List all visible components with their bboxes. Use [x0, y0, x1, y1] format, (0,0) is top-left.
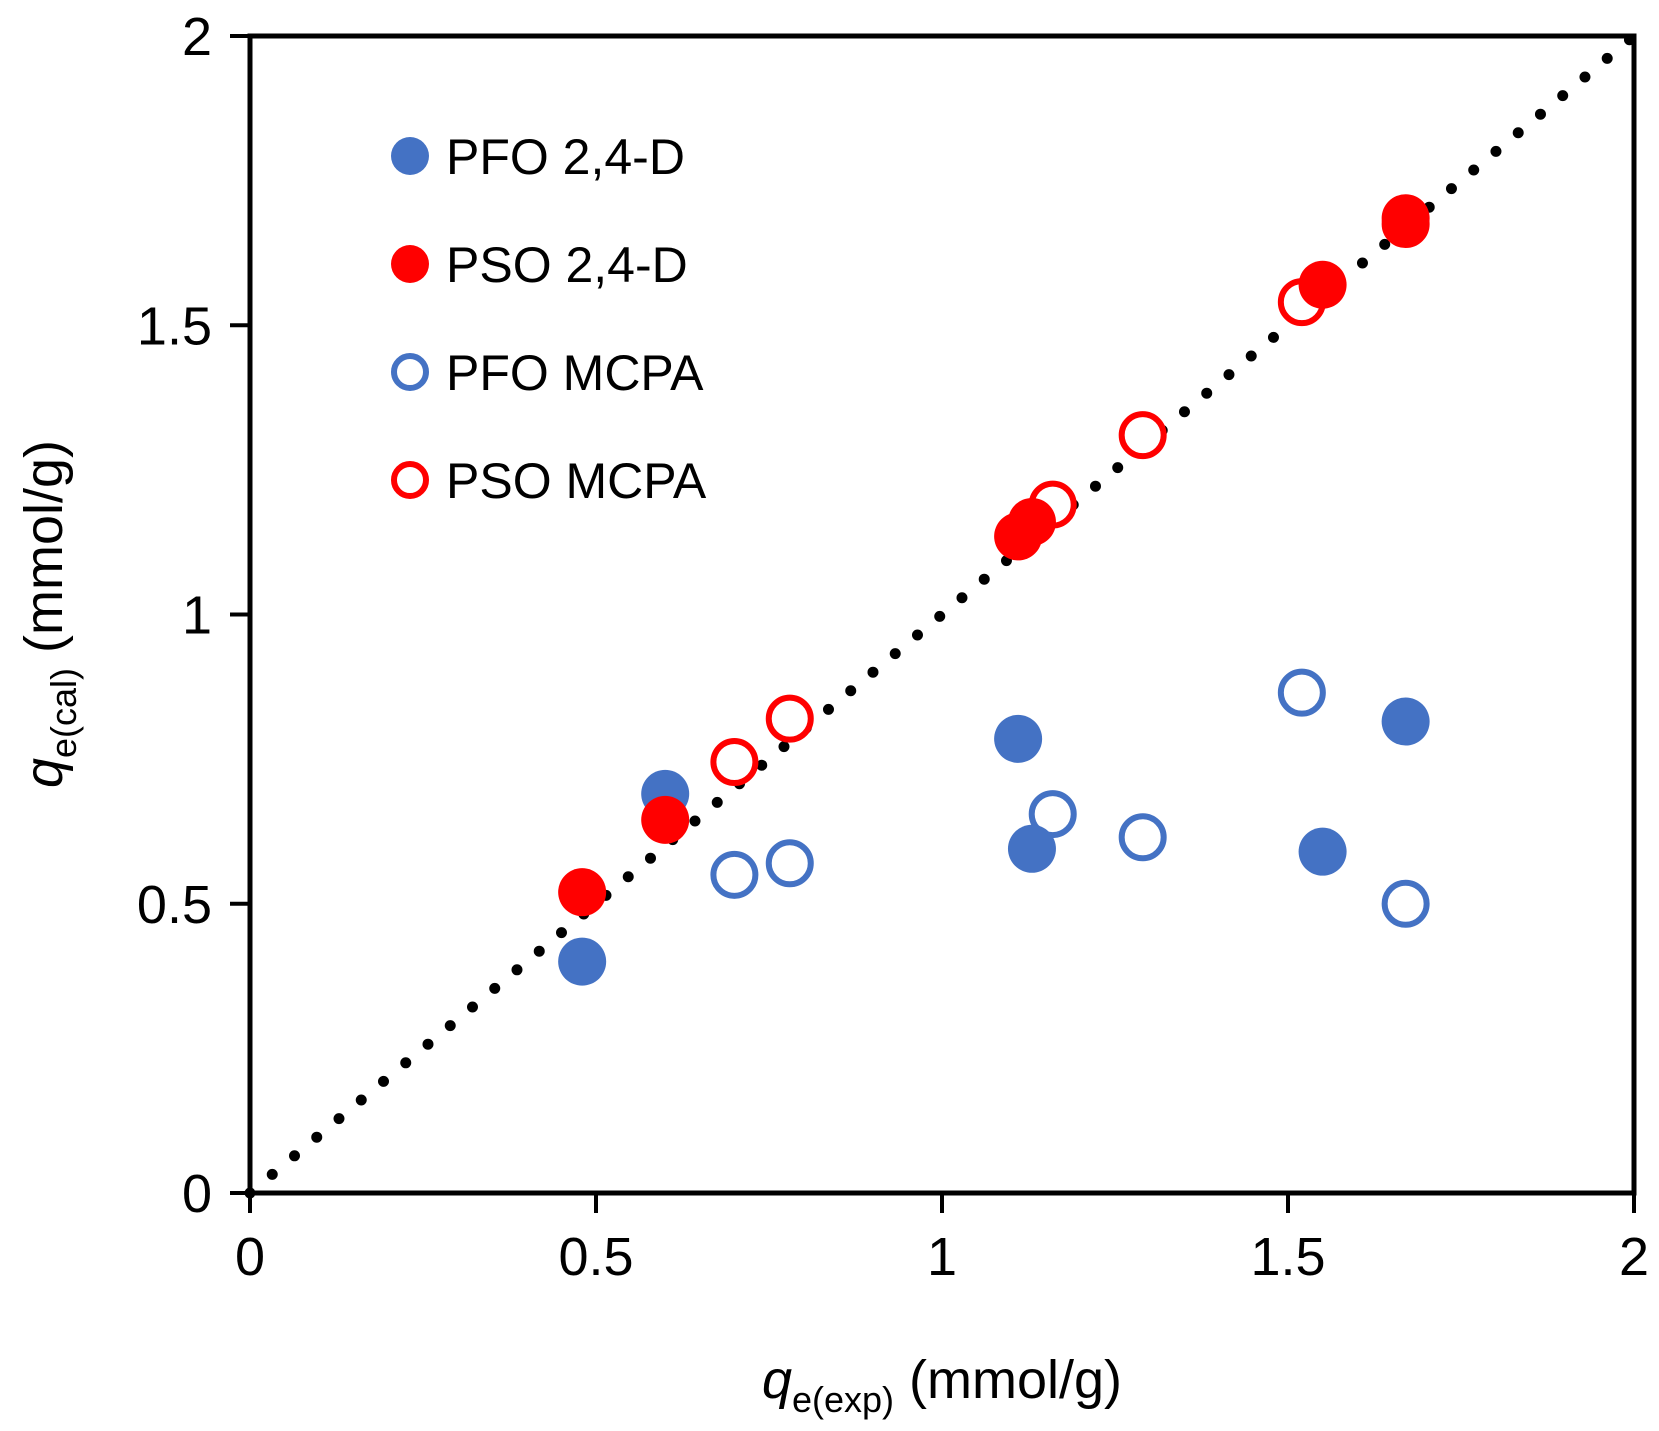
- point-pso-mcpa: [710, 738, 759, 787]
- x-axis-title-main: q: [762, 1350, 792, 1410]
- point-pfo-2-4-d: [558, 937, 607, 986]
- x-tick-label: 0.5: [558, 1227, 633, 1287]
- legend-label-pso-2-4-d: PSO 2,4-D: [446, 237, 688, 293]
- point-pso-2-4-d: [1298, 260, 1347, 309]
- x-tick-label: 1: [927, 1227, 957, 1287]
- x-tick-label: 0: [235, 1227, 265, 1287]
- y-tick-label: 1: [182, 586, 212, 646]
- y-tick-label: 2: [182, 7, 212, 67]
- y-tick-label: 1.5: [137, 296, 212, 356]
- y-tick-label: 0.5: [137, 875, 212, 935]
- x-axis-title: qe(exp) (mmol/g): [762, 1350, 1122, 1420]
- y-axis-title-sub: e(cal): [43, 668, 84, 758]
- point-pso-2-4-d: [558, 868, 607, 917]
- legend-marker-pfo-mcpa: [391, 353, 429, 391]
- legend-label-pso-mcpa: PSO MCPA: [446, 453, 707, 509]
- x-axis-title-sub: e(exp): [792, 1379, 894, 1420]
- point-pfo-2-4-d: [994, 714, 1043, 763]
- point-pfo-mcpa: [1277, 668, 1326, 717]
- y-tick-label: 0: [182, 1164, 212, 1224]
- legend: PFO 2,4-D PSO 2,4-D PFO MCPA PSO MCPA: [391, 129, 707, 509]
- point-pfo-mcpa: [710, 850, 759, 899]
- data-points: [558, 194, 1430, 986]
- y-axis-title: qe(cal) (mmol/g): [14, 440, 84, 788]
- x-tick-label: 1.5: [1250, 1227, 1325, 1287]
- point-pso-2-4-d: [1381, 194, 1430, 243]
- point-pfo-mcpa: [765, 839, 814, 888]
- point-pso-mcpa: [1118, 411, 1167, 460]
- point-pso-2-4-d: [1007, 497, 1056, 546]
- point-pfo-2-4-d: [1007, 824, 1056, 873]
- point-pfo-2-4-d: [1381, 697, 1430, 746]
- point-pfo-mcpa: [1118, 813, 1167, 862]
- point-pso-mcpa: [765, 694, 814, 743]
- legend-label-pfo-mcpa: PFO MCPA: [446, 345, 704, 401]
- point-pso-2-4-d: [641, 795, 690, 844]
- y-axis-title-main: q: [14, 758, 74, 788]
- point-pfo-mcpa: [1381, 879, 1430, 928]
- legend-marker-pfo-2-4-d: [391, 137, 429, 175]
- axes: 0 0.5 1 1.5 2 0 0.5 1 1.5 2: [137, 7, 1649, 1287]
- x-tick-label: 2: [1619, 1227, 1649, 1287]
- legend-label-pfo-2-4-d: PFO 2,4-D: [446, 129, 685, 185]
- point-pfo-mcpa: [1028, 790, 1077, 839]
- point-pfo-2-4-d: [1298, 827, 1347, 876]
- legend-marker-pso-mcpa: [391, 461, 429, 499]
- y-axis-title-unit: (mmol/g): [14, 440, 74, 668]
- legend-marker-pso-2-4-d: [391, 245, 429, 283]
- x-axis-title-unit: (mmol/g): [894, 1350, 1122, 1410]
